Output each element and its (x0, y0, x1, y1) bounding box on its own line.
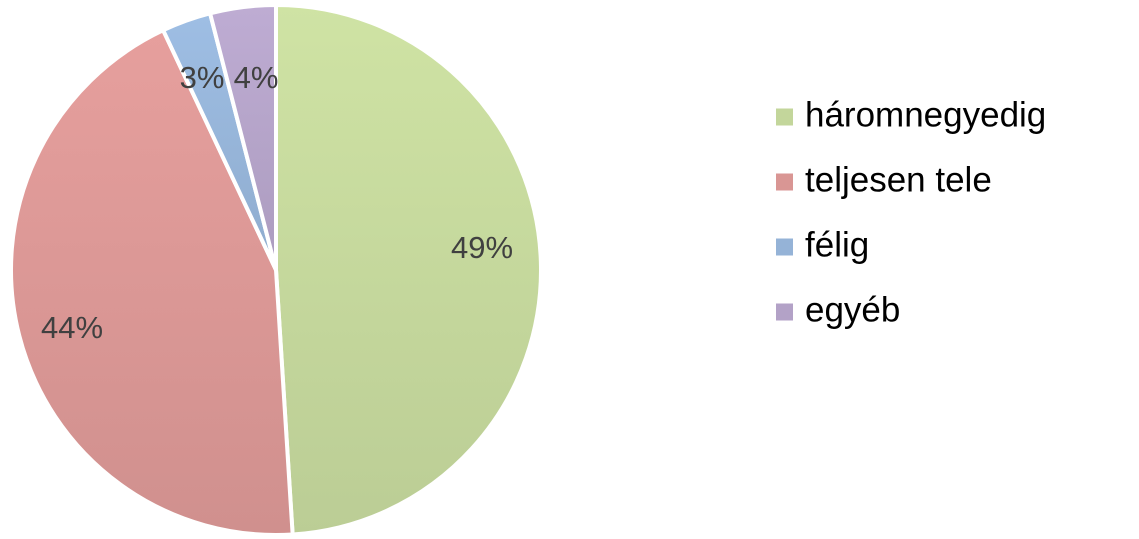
legend-label-egyeb: egyéb (805, 290, 900, 329)
legend-swatch-egyeb (776, 303, 793, 321)
legend-label-haromnegyedig: háromnegyedig (805, 95, 1046, 134)
pie-slices (9, 3, 543, 537)
legend-label-teljesen-tele: teljesen tele (805, 160, 992, 199)
data-label-felig: 3% (180, 60, 225, 95)
data-label-haromnegyedig: 49% (451, 230, 513, 265)
pie-slice-egyeb (208, 3, 278, 272)
pie-data-labels: 49% 44% 3% 4% (41, 60, 513, 345)
legend-swatch-haromnegyedig (776, 108, 793, 126)
legend-swatch-felig (776, 238, 793, 256)
pie-slice-haromnegyedig (274, 3, 543, 537)
legend: háromnegyedig teljesen tele félig egyéb (776, 95, 1046, 329)
legend-label-felig: félig (805, 225, 869, 264)
data-label-egyeb: 4% (234, 60, 279, 95)
legend-item-felig: félig (776, 225, 869, 264)
data-label-teljesen-tele: 44% (41, 310, 103, 345)
legend-item-teljesen-tele: teljesen tele (776, 160, 992, 199)
legend-item-egyeb: egyéb (776, 290, 900, 329)
legend-item-haromnegyedig: háromnegyedig (776, 95, 1046, 134)
legend-swatch-teljesen-tele (776, 173, 793, 191)
